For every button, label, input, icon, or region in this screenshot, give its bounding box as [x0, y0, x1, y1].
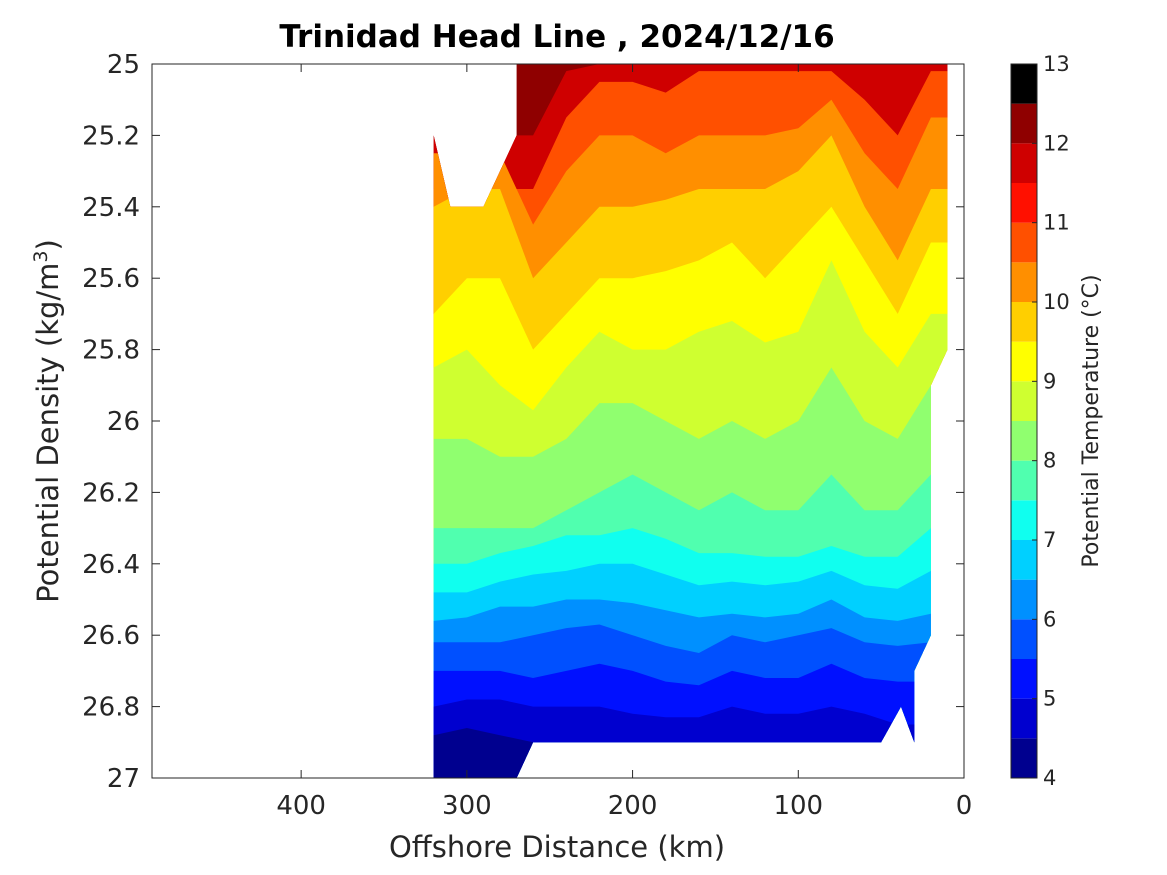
colorbar-segment — [1011, 302, 1037, 342]
y-axis-label-main: Potential Density (kg/m — [31, 263, 65, 603]
colorbar-segment — [1011, 222, 1037, 263]
x-tick-label: 200 — [608, 791, 658, 821]
y-tick-label: 25.4 — [82, 193, 140, 223]
colorbar-tick-label: 5 — [1043, 687, 1056, 711]
y-tick-label: 26.8 — [82, 693, 140, 723]
y-tick-label: 25.8 — [82, 336, 140, 366]
x-tick-label: 400 — [276, 791, 326, 821]
colorbar — [1011, 64, 1037, 778]
y-axis-ticks: 25 25.2 25.4 25.6 25.8 26 26.2 26.4 26.6 26.8 27 — [82, 50, 964, 794]
colorbar-segment — [1011, 143, 1037, 183]
y-tick-label: 26.2 — [82, 478, 140, 508]
colorbar-segment — [1011, 183, 1037, 223]
colorbar-segment — [1011, 381, 1037, 421]
colorbar-tick-label: 10 — [1043, 290, 1070, 314]
colorbar-segment — [1011, 341, 1037, 382]
colorbar-segment — [1011, 738, 1037, 778]
colorbar-segment — [1011, 262, 1037, 302]
colorbar-label: Potential Temperature (°C) — [1079, 274, 1104, 567]
colorbar-tick-label: 8 — [1043, 449, 1056, 473]
x-tick-label: 0 — [956, 791, 973, 821]
contour-bands — [433, 64, 948, 778]
x-tick-label: 300 — [442, 791, 492, 821]
y-axis-label-close: ) — [31, 239, 65, 250]
colorbar-tick-label: 6 — [1043, 607, 1056, 631]
colorbar-segment — [1011, 460, 1037, 501]
x-tick-label: 100 — [773, 791, 823, 821]
y-tick-label: 26.4 — [82, 550, 140, 580]
colorbar-segment — [1011, 421, 1037, 461]
colorbar-segment — [1011, 619, 1037, 659]
colorbar-tick-label: 11 — [1043, 211, 1070, 235]
y-tick-label: 26 — [107, 407, 140, 437]
colorbar-segment — [1011, 659, 1037, 699]
chart-title: Trinidad Head Line , 2024/12/16 — [279, 19, 834, 55]
y-axis-label-sup: 3 — [30, 250, 52, 262]
x-axis-label: Offshore Distance (km) — [389, 830, 725, 864]
colorbar-segment — [1011, 103, 1037, 144]
colorbar-tick-label: 13 — [1043, 52, 1070, 76]
colorbar-segment — [1011, 540, 1037, 580]
colorbar-segment — [1011, 579, 1037, 620]
y-tick-label: 25 — [107, 50, 140, 80]
colorbar-tick-label: 9 — [1043, 369, 1056, 393]
colorbar-segment — [1011, 64, 1037, 104]
y-tick-label: 26.6 — [82, 621, 140, 651]
colorbar-tick-label: 12 — [1043, 131, 1070, 155]
x-axis-ticks: 400 300 200 100 0 — [276, 64, 972, 821]
y-axis-label: Potential Density (kg/m3) — [30, 239, 65, 603]
y-tick-label: 27 — [107, 764, 140, 794]
colorbar-frame — [1010, 63, 1038, 779]
y-tick-label: 25.2 — [82, 121, 140, 151]
colorbar-ticks: 4 5 6 7 8 9 10 11 12 13 — [1032, 52, 1070, 790]
colorbar-segment — [1011, 698, 1037, 739]
colorbar-tick-label: 7 — [1043, 528, 1056, 552]
colorbar-segment — [1011, 500, 1037, 540]
colorbar-tick-label: 4 — [1043, 766, 1056, 790]
y-tick-label: 25.6 — [82, 264, 140, 294]
